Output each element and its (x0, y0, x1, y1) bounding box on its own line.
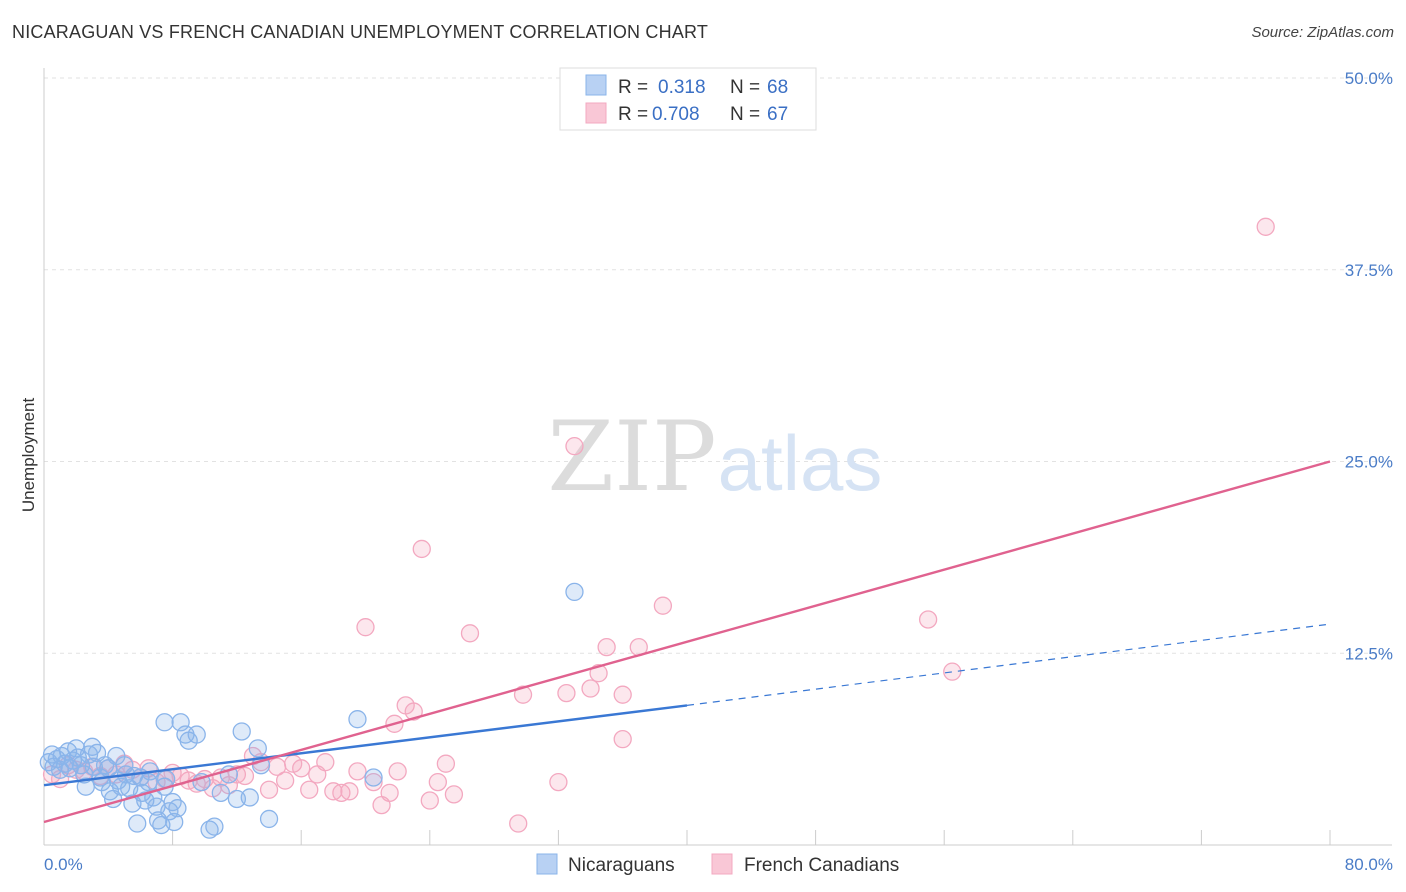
y-tick-label: 12.5% (1345, 644, 1393, 663)
french-canadians-point (581, 679, 600, 698)
nicaraguans-point (205, 817, 224, 836)
nicaraguans-point (565, 582, 584, 602)
x-tick-label: 80.0% (1345, 855, 1393, 874)
watermark-atlas: atlas (718, 419, 883, 507)
nicaraguans-point (211, 783, 230, 802)
legend-bottom-swatch-nicaraguans (536, 853, 558, 875)
legend-r-label: R = (618, 77, 648, 98)
nicaraguans-point (128, 814, 147, 833)
chart-source: Source: ZipAtlas.com (1251, 24, 1394, 41)
y-axis-label: Unemployment (19, 398, 38, 513)
french-canadians-point (509, 814, 528, 833)
french-canadians-point (259, 780, 279, 799)
french-canadians-point (428, 772, 447, 792)
french-canadians-point (340, 782, 359, 801)
french-canadians-point (436, 754, 456, 773)
nicaraguans-point (240, 788, 259, 807)
french-canadians-point (444, 785, 464, 804)
legend-n-value: 68 (767, 77, 788, 98)
french-canadians-point (380, 783, 399, 802)
legend-bottom: Nicaraguans French Canadians (536, 853, 899, 876)
legend-bottom-label-french-canadians: French Canadians (744, 855, 899, 876)
nicaraguans-point (232, 722, 251, 741)
legend-r-value: 0.318 (658, 77, 706, 98)
french-canadians-point (364, 772, 383, 792)
french-canadians-point (356, 618, 375, 637)
french-canadians-point (316, 753, 335, 772)
french-canadians-point (420, 791, 439, 810)
x-tick-label: 0.0% (44, 855, 83, 874)
french-canadians-point (404, 702, 423, 721)
legend-n-label: N = (730, 77, 760, 98)
nicaraguans-point (348, 710, 367, 729)
legend-swatch-nicaraguans (585, 74, 607, 96)
chart-title: NICARAGUAN VS FRENCH CANADIAN UNEMPLOYME… (12, 22, 709, 42)
french-canadians-point (549, 772, 568, 792)
french-canadians-point (275, 771, 295, 790)
tick-labels: 12.5% 25.0% 37.5% 50.0% 0.0% 80.0% (44, 69, 1393, 874)
grid-lines (44, 77, 1392, 654)
nicaraguans-point (83, 737, 102, 756)
y-tick-label: 50.0% (1345, 69, 1393, 88)
french-canadians-point (613, 730, 632, 749)
watermark-zip: ZIP (547, 401, 716, 513)
legend-n-value: 67 (767, 104, 788, 125)
nicaraguans-point (364, 768, 383, 787)
y-tick-label: 37.5% (1345, 261, 1393, 280)
legend-n-label: N = (730, 104, 760, 125)
french-canadians-point (348, 762, 367, 781)
y-tick-label: 25.0% (1345, 453, 1393, 472)
french-canadians-point (412, 539, 431, 559)
legend-swatch-french-canadians (585, 102, 607, 124)
nicaraguans-point (187, 725, 206, 744)
watermark: ZIP atlas (547, 401, 882, 513)
french-canadians-point (1256, 217, 1275, 236)
nicaraguans-point (168, 799, 187, 818)
french-canadians-point (292, 759, 311, 778)
french-canadians-point (565, 437, 584, 456)
french-canadians-point (943, 662, 962, 681)
legend-bottom-label-nicaraguans: Nicaraguans (568, 855, 675, 876)
nicaraguans-trend-extension (686, 623, 1331, 707)
french-canadians-point (653, 596, 673, 615)
french-canadians-point (918, 610, 938, 629)
nicaraguans-trend-line (43, 704, 688, 787)
legend-r-value: 0.708 (652, 104, 700, 125)
nicaraguans-point (163, 792, 182, 812)
trend-lines (43, 460, 1331, 824)
axes (43, 68, 1392, 846)
french-canadians-point (460, 624, 480, 643)
french-canadians-point (300, 780, 319, 799)
legend-top: R = 0.318 N = 68 R = 0.708 N = 67 (559, 67, 817, 131)
french-canadians-trend-line (43, 460, 1331, 824)
french-canadians-point (235, 766, 255, 786)
french-canadians-point (597, 637, 616, 657)
legend-bottom-swatch-french-canadians (711, 853, 733, 875)
data-points (39, 217, 1275, 839)
french-canadians-point (513, 685, 533, 704)
nicaraguans-point (259, 809, 279, 829)
nicaraguans-point (248, 739, 267, 758)
nicaraguans-point (155, 713, 174, 732)
french-canadians-point (557, 683, 576, 703)
french-canadians-point (388, 762, 407, 781)
french-canadians-point (613, 685, 632, 704)
nicaraguans-point (165, 812, 184, 832)
legend-r-label: R = (618, 104, 648, 125)
